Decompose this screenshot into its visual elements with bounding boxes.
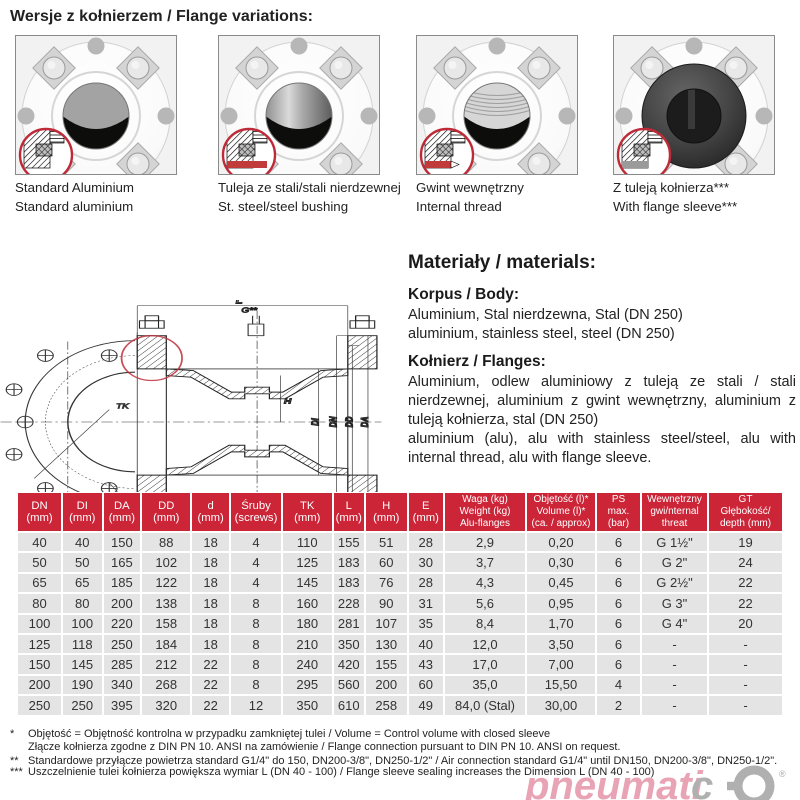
svg-text:H: H (284, 397, 292, 405)
svg-text:TK: TK (116, 402, 130, 410)
svg-text:DI: DI (310, 418, 321, 426)
svg-text:DN: DN (328, 416, 339, 427)
svg-text:DA: DA (359, 417, 370, 428)
svg-text:®: ® (779, 769, 786, 779)
svg-text:DD: DD (343, 416, 354, 427)
svg-text:pneumati: pneumati (525, 765, 704, 800)
svg-text:G**: G** (241, 306, 257, 314)
svg-text:c: c (691, 765, 713, 800)
svg-text:L: L (236, 300, 243, 306)
